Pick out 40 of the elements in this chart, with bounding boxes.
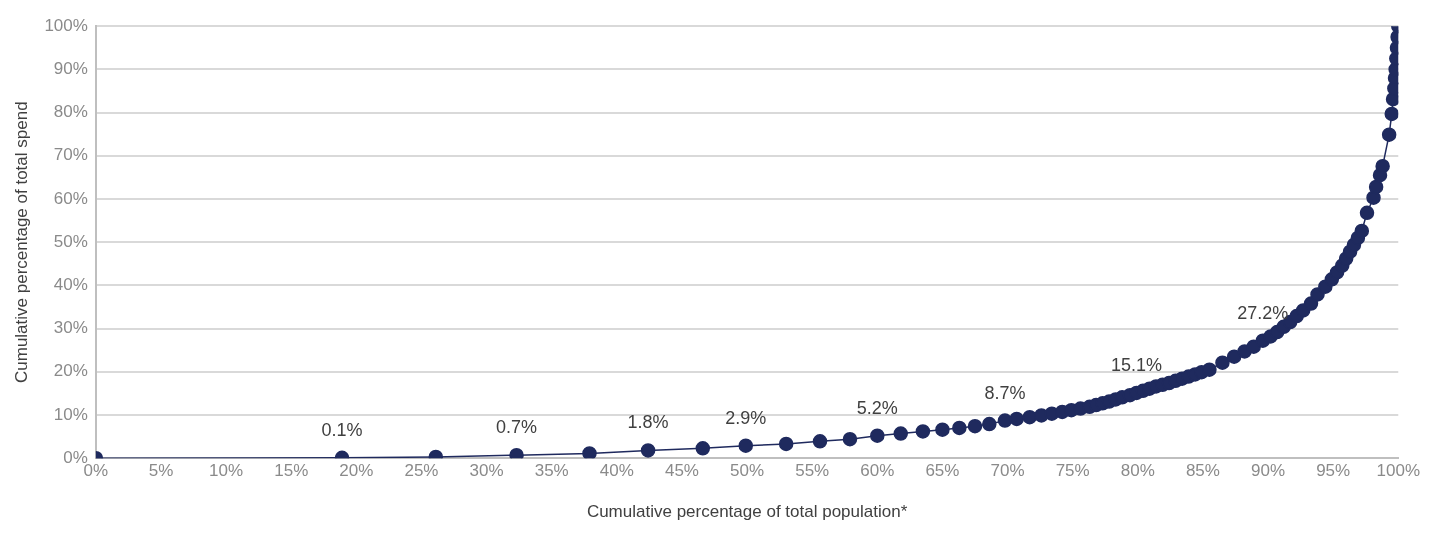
x-tick-label: 25%: [404, 461, 439, 481]
y-axis-title: Cumulative percentage of total spend: [11, 101, 31, 384]
annotation: 0.1%: [321, 419, 363, 440]
annotation: 15.1%: [1110, 354, 1163, 375]
x-tick-label: 90%: [1251, 461, 1286, 481]
x-tick-label: 65%: [925, 461, 960, 481]
y-tick-label: 50%: [53, 231, 88, 251]
x-tick-label: 30%: [469, 461, 504, 481]
x-tick-label: 45%: [664, 461, 699, 481]
x-tick-label: 20%: [339, 461, 374, 481]
x-tick-label: 40%: [599, 461, 634, 481]
y-tick-label: 70%: [53, 145, 88, 165]
y-tick-label: 80%: [53, 102, 88, 122]
x-tick-label: 60%: [860, 461, 895, 481]
x-tick-label: 100%: [1376, 461, 1420, 481]
annotation: 27.2%: [1237, 302, 1289, 323]
y-tick-label: 40%: [53, 275, 88, 295]
annotation: 8.7%: [984, 382, 1026, 403]
x-tick-label: 35%: [534, 461, 569, 481]
annotation: 2.9%: [725, 407, 767, 428]
x-tick-label: 10%: [209, 461, 244, 481]
x-tick-label: 50%: [730, 461, 765, 481]
x-tick-label: 15%: [274, 461, 309, 481]
x-tick-label: 80%: [1120, 461, 1155, 481]
x-tick-label: 5%: [148, 461, 174, 481]
x-tick-label: 75%: [1055, 461, 1090, 481]
annotation: 5.2%: [856, 397, 898, 418]
x-tick-label: 55%: [795, 461, 830, 481]
annotation: 0.7%: [496, 417, 538, 438]
x-tick-label: 70%: [990, 461, 1025, 481]
y-tick-label: 30%: [53, 318, 88, 338]
y-tick-label: 100%: [44, 15, 88, 35]
x-tick-label: 95%: [1316, 461, 1351, 481]
y-tick-label: 10%: [53, 404, 88, 424]
y-tick-label: 20%: [53, 361, 88, 381]
x-tick-label: 85%: [1185, 461, 1220, 481]
x-axis-title: Cumulative percentage of total population*: [586, 502, 908, 522]
annotation: 1.8%: [627, 412, 669, 433]
y-tick-label: 60%: [53, 188, 88, 208]
y-tick-label: 90%: [53, 59, 88, 79]
